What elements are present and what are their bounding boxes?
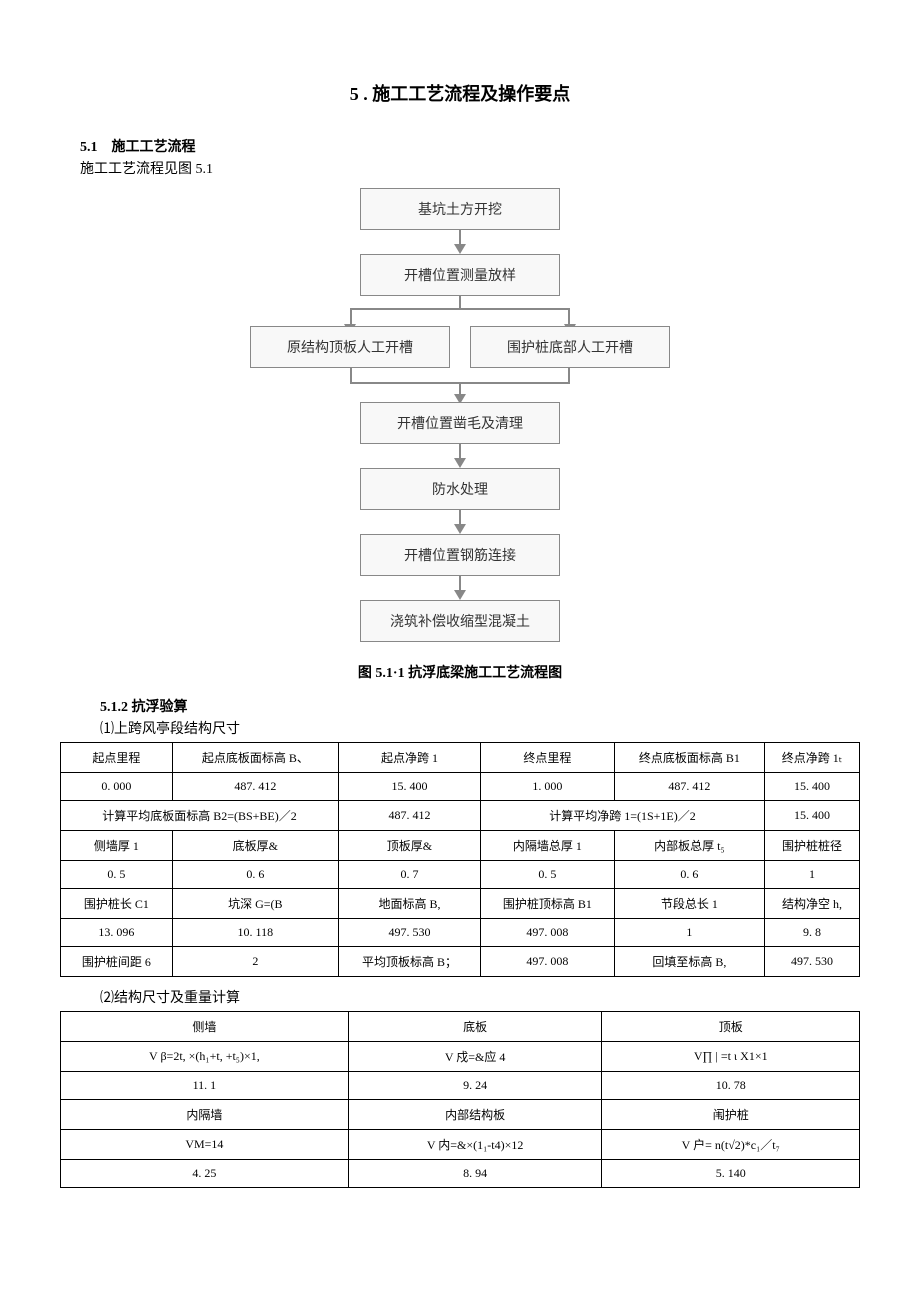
table-cell: 10. 78 — [602, 1072, 860, 1100]
table-cell: 1 — [614, 919, 764, 947]
flow-node-3a: 原结构顶板人工开槽 — [250, 326, 450, 368]
table-cell: 8. 94 — [348, 1160, 602, 1188]
table-cell: 地面标高 B, — [338, 889, 480, 919]
table-cell: 11. 1 — [61, 1072, 349, 1100]
table-cell: 起点底板面标高 B、 — [172, 743, 338, 773]
table-2: 侧墙底板顶板 V β=2t, ×(h₁+t, +t₅)×1,V 戍=&应 4V∏ … — [60, 1011, 860, 1188]
table-cell: 15. 400 — [765, 773, 860, 801]
table-cell: 497. 008 — [480, 947, 614, 977]
table-cell: 0. 7 — [338, 861, 480, 889]
table-cell: 顶板厚& — [338, 831, 480, 861]
table-cell: 内部结构板 — [348, 1100, 602, 1130]
table-cell: 0. 000 — [61, 773, 173, 801]
table-cell: V 内=&×(1₁-t4)×12 — [348, 1130, 602, 1160]
table-cell: 0. 6 — [172, 861, 338, 889]
table-cell: 顶板 — [602, 1012, 860, 1042]
table-cell: 15. 400 — [765, 801, 860, 831]
table-cell: 侧墙厚 1 — [61, 831, 173, 861]
table-cell: 终点里程 — [480, 743, 614, 773]
table-cell: 围护桩桩径 — [765, 831, 860, 861]
table-cell: 内隔墙 — [61, 1100, 349, 1130]
flow-node-4: 开槽位置凿毛及清理 — [360, 402, 560, 444]
table-cell: 计算平均净跨 1=(1S+1E)／2 — [480, 801, 764, 831]
table-cell: 回填至标高 B, — [614, 947, 764, 977]
table-cell: 内隔墙总厚 1 — [480, 831, 614, 861]
table-cell: 497. 008 — [480, 919, 614, 947]
table-cell: V 戍=&应 4 — [348, 1042, 602, 1072]
table-1: 起点里程起点底板面标高 B、起点净跨 1终点里程终点底板面标高 B1终点净跨 1… — [60, 742, 860, 977]
table-cell: V 户= n(t√2)*c₁／t₇ — [602, 1130, 860, 1160]
table-cell: V β=2t, ×(h₁+t, +t₅)×1, — [61, 1042, 349, 1072]
figure-caption: 图 5.1·1 抗浮底梁施工工艺流程图 — [60, 662, 860, 682]
table-cell: 9. 24 — [348, 1072, 602, 1100]
table-cell: 1. 000 — [480, 773, 614, 801]
table-cell: 围护桩间距 6 — [61, 947, 173, 977]
table1-caption: ⑴上跨风亭段结构尺寸 — [100, 718, 860, 738]
table-cell: 487. 412 — [614, 773, 764, 801]
table-cell: 9. 8 — [765, 919, 860, 947]
table-cell: 13. 096 — [61, 919, 173, 947]
table-cell: 5. 140 — [602, 1160, 860, 1188]
table-cell: 围护桩长 C1 — [61, 889, 173, 919]
table-cell: 4. 25 — [61, 1160, 349, 1188]
flow-node-1: 基坑土方开挖 — [360, 188, 560, 230]
subsection-5-1-2-heading: 5.1.2 抗浮验算 — [100, 696, 860, 716]
table-cell: 487. 412 — [172, 773, 338, 801]
table-cell: 终点净跨 1ₜ — [765, 743, 860, 773]
table-cell: 1 — [765, 861, 860, 889]
section-5-1-text: 施工工艺流程见图 5.1 — [80, 158, 860, 178]
table-cell: 497. 530 — [338, 919, 480, 947]
table-cell: 内部板总厚 t₅ — [614, 831, 764, 861]
table-cell: V∏ | =t ι X1×1 — [602, 1042, 860, 1072]
flow-node-2: 开槽位置测量放样 — [360, 254, 560, 296]
table-cell: 0. 6 — [614, 861, 764, 889]
table-cell: 侧墙 — [61, 1012, 349, 1042]
table-cell: 计算平均底板面标高 B2=(BS+BE)／2 — [61, 801, 339, 831]
table-cell: 底板 — [348, 1012, 602, 1042]
table2-caption: ⑵结构尺寸及重量计算 — [100, 987, 860, 1007]
table-cell: 起点净跨 1 — [338, 743, 480, 773]
page-title: 5 . 施工工艺流程及操作要点 — [60, 80, 860, 106]
table-cell: 10. 118 — [172, 919, 338, 947]
table-cell: 坑深 G=(B — [172, 889, 338, 919]
table-cell: 终点底板面标高 B1 — [614, 743, 764, 773]
table-cell: 487. 412 — [338, 801, 480, 831]
flow-node-5: 防水处理 — [360, 468, 560, 510]
table-cell: 15. 400 — [338, 773, 480, 801]
table-cell: 节段总长 1 — [614, 889, 764, 919]
table-cell: VM=14 — [61, 1130, 349, 1160]
table-cell: 结构净空 h, — [765, 889, 860, 919]
table-cell: 起点里程 — [61, 743, 173, 773]
flow-node-3b: 围护桩底部人工开槽 — [470, 326, 670, 368]
table-cell: 平均顶板标高 B； — [338, 947, 480, 977]
table-cell: 围护桩顶标高 B1 — [480, 889, 614, 919]
table-cell: 0. 5 — [61, 861, 173, 889]
flow-node-6: 开槽位置钢筋连接 — [360, 534, 560, 576]
flow-node-7: 浇筑补偿收缩型混凝土 — [360, 600, 560, 642]
table-cell: 0. 5 — [480, 861, 614, 889]
table-cell: 2 — [172, 947, 338, 977]
flowchart: 基坑土方开挖 开槽位置测量放样 原结构顶板人工开槽 围护桩底部人工开槽 开槽位置… — [250, 188, 670, 642]
section-5-1-heading: 5.1 施工工艺流程 — [80, 136, 860, 156]
table-cell: 497. 530 — [765, 947, 860, 977]
table-cell: 闱护桩 — [602, 1100, 860, 1130]
table-cell: 底板厚& — [172, 831, 338, 861]
